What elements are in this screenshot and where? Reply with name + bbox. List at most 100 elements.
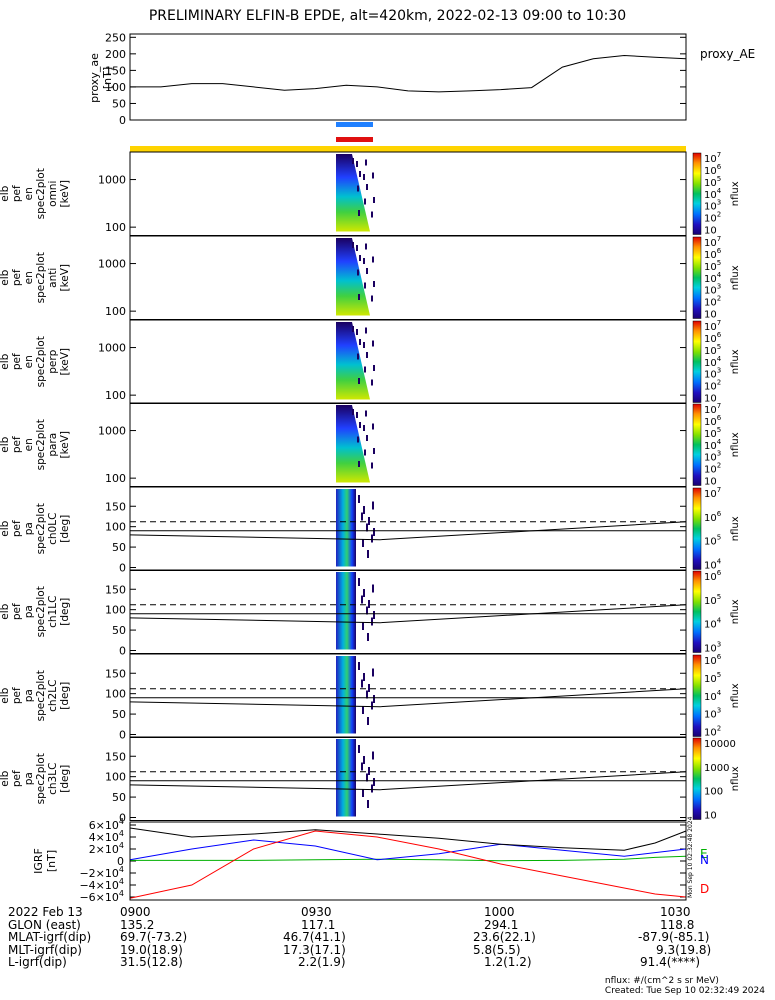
spec-y-tick-label: 50	[112, 624, 126, 637]
spec-y-axis-label-line: elb	[0, 353, 11, 369]
footer-value: 9.3(19.8)	[656, 942, 712, 957]
spec-y-axis-label-line: pef	[11, 269, 23, 286]
colorbar-unit-label: nflux	[730, 599, 741, 624]
colorbar-tick-exponent: 7	[717, 486, 721, 494]
sparse-data-pixel	[368, 600, 370, 608]
colorbar-tick-label: 104	[704, 558, 722, 572]
pitch-angle-blob	[336, 656, 356, 734]
colorbar-tick-label: 107	[704, 319, 721, 333]
igrf-tick-exponent: 4	[119, 841, 124, 850]
colorbar-tick-base: 10	[704, 226, 717, 237]
colorbar-tick-base: 10	[704, 154, 717, 165]
colorbar-tick-base: 1000	[704, 763, 729, 774]
spec-y-axis-label-line: spec2plot	[35, 753, 47, 804]
colorbar	[692, 487, 702, 570]
sparse-data-pixel	[373, 365, 375, 371]
sparse-data-pixel	[373, 611, 375, 619]
sparse-data-pixel	[372, 584, 374, 593]
sparse-data-pixel	[361, 762, 363, 771]
spec-y-axis-label-line: elb	[0, 687, 11, 703]
igrf-plot-frame	[129, 821, 687, 901]
colorbar-tick-base: 10	[704, 370, 717, 381]
sparse-data-pixel	[373, 778, 375, 786]
sparse-data-pixel	[363, 589, 365, 597]
colorbar-tick-label: 102	[704, 211, 721, 225]
colorbar-unit-label: nflux	[730, 766, 741, 791]
footer-value: -87.9(-85.1)	[638, 930, 710, 945]
colorbar-tick-label: 104	[704, 438, 722, 452]
igrf-y-axis-label-line: IGRF	[32, 848, 45, 874]
sparse-data-pixel	[371, 784, 373, 793]
footer-label: 2022 Feb 13	[8, 905, 83, 919]
colorbar-tick-base: 10	[704, 382, 717, 393]
colorbar-tick-label: 103	[704, 707, 721, 721]
spec-plot-frame	[129, 486, 687, 571]
sparse-data-pixel	[356, 161, 358, 167]
ae-plot-frame	[129, 33, 687, 121]
spectrogram-blob	[336, 154, 370, 232]
colorbar-tick-exponent: 7	[717, 319, 721, 327]
colorbar-tick-exponent: 5	[717, 426, 721, 434]
spec-plot-frame	[129, 319, 687, 404]
colorbar-tick-label: 10	[704, 310, 717, 321]
igrf-y-tick-label: 2×104	[89, 841, 124, 856]
colorbar-tick-base: 10	[704, 728, 717, 739]
colorbar-tick-exponent: 3	[717, 641, 721, 649]
footer-value: 69.7(-73.2)	[120, 930, 188, 945]
colorbar-tick-exponent: 3	[717, 199, 721, 207]
sparse-data-pixel	[368, 767, 370, 775]
pitch-angle-blob	[336, 739, 356, 817]
spec-y-tick-label: 50	[112, 708, 126, 721]
spec-y-tick-label: 50	[112, 791, 126, 804]
spec-y-axis-label-line: ch0LC	[47, 513, 59, 545]
colorbar-tick-exponent: 5	[717, 175, 721, 183]
colorbar-tick-label: 105	[704, 534, 721, 548]
colorbar-unit-label: nflux	[730, 181, 741, 206]
colorbar-tick-exponent: 3	[717, 707, 721, 715]
sparse-data-pixel	[361, 595, 363, 604]
ae-y-tick-label: 0	[119, 114, 126, 127]
spec-y-axis-label-line: pef	[11, 603, 23, 620]
colorbar	[692, 152, 702, 235]
spec-y-axis-label-line: spec2plot	[35, 336, 47, 387]
sparse-data-pixel	[363, 425, 365, 431]
spec-y-axis-label-line: pa	[23, 522, 35, 535]
spec-panel-7: 150 100 50 0 elb pef pa spec2plot ch3LC [deg] 1000…	[0, 736, 741, 825]
spec-y-axis-label-line: spec2plot	[35, 670, 47, 721]
sparse-data-pixel	[364, 198, 366, 205]
sparse-data-pixel	[352, 158, 354, 164]
colorbar-tick-base: 10	[704, 346, 717, 357]
sparse-data-pixel	[373, 281, 375, 287]
sparse-data-pixel	[373, 197, 375, 203]
colorbar-tick-exponent: 2	[717, 725, 721, 733]
colorbar-tick-label: 105	[704, 593, 721, 607]
colorbar-tick-exponent: 3	[717, 367, 721, 375]
colorbar-tick-label: 103	[704, 283, 721, 297]
sparse-data-pixel	[363, 258, 365, 264]
spec-y-axis-label-line: perp	[47, 349, 59, 373]
sparse-data-pixel	[371, 211, 373, 218]
sparse-data-pixel	[367, 800, 369, 808]
sparse-data-pixel	[372, 751, 374, 760]
colorbar-tick-label: 103	[704, 367, 721, 381]
colorbar-tick-label: 103	[704, 450, 721, 464]
spec-y-axis-label-line: elb	[0, 603, 11, 619]
spec-y-axis-label-line: ch3LC	[47, 763, 59, 795]
spec-y-axis-label-line: spec2plot	[35, 252, 47, 303]
colorbar	[692, 403, 702, 486]
colorbar-tick-base: 10	[704, 286, 717, 297]
sparse-data-pixel	[352, 409, 354, 415]
colorbar-tick-base: 10	[704, 214, 717, 225]
colorbar	[692, 320, 702, 403]
spec-y-axis-label-line: spec2plot	[35, 503, 47, 554]
igrf-series-line	[129, 830, 687, 899]
colorbar-tick-exponent: 6	[717, 653, 722, 661]
sparse-data-pixel	[364, 449, 366, 456]
colorbar-tick-base: 10	[704, 674, 717, 685]
sparse-data-pixel	[367, 633, 369, 641]
spectrogram-blob	[336, 322, 370, 400]
igrf-tick-exponent: 4	[119, 829, 124, 838]
sparse-data-pixel	[373, 695, 375, 703]
